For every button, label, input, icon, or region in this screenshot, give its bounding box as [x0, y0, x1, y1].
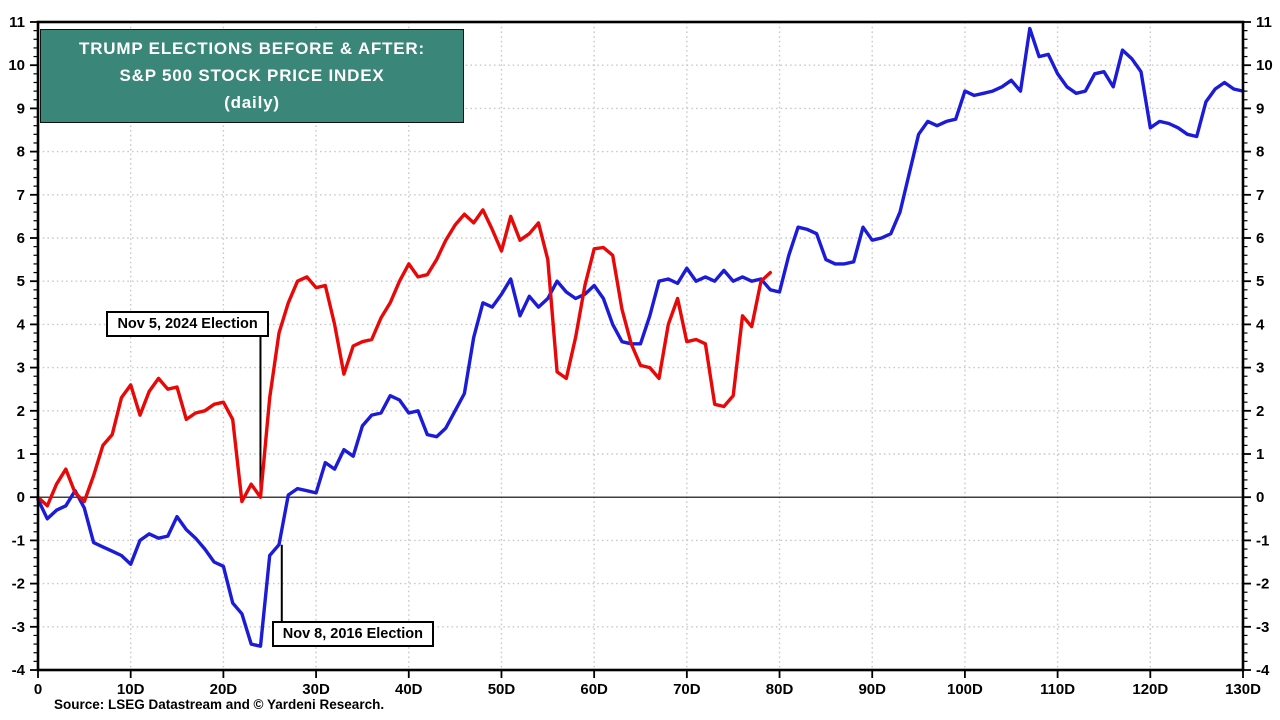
svg-text:-3: -3	[1256, 619, 1269, 636]
svg-text:10: 10	[1256, 57, 1273, 74]
svg-text:1: 1	[17, 446, 25, 463]
svg-text:2: 2	[17, 403, 25, 420]
svg-text:2: 2	[1256, 403, 1264, 420]
svg-text:10: 10	[8, 57, 25, 74]
svg-text:9: 9	[17, 100, 25, 117]
svg-text:60D: 60D	[580, 681, 608, 698]
svg-text:1: 1	[1256, 446, 1264, 463]
svg-text:90D: 90D	[858, 681, 886, 698]
svg-text:7: 7	[1256, 187, 1264, 204]
svg-text:50D: 50D	[488, 681, 516, 698]
gridlines	[38, 22, 1243, 670]
svg-text:-1: -1	[1256, 532, 1269, 549]
axis-ticks	[30, 21, 1251, 678]
chart-title-line2: S&P 500 STOCK PRICE INDEX	[119, 66, 385, 85]
annotation-2016-election: Nov 8, 2016 Election	[271, 621, 434, 648]
svg-text:130D: 130D	[1225, 681, 1261, 698]
svg-text:-4: -4	[1256, 662, 1270, 679]
svg-text:110D: 110D	[1040, 681, 1075, 698]
svg-text:0: 0	[1256, 489, 1264, 506]
svg-text:-3: -3	[12, 619, 25, 636]
svg-text:0: 0	[17, 489, 25, 506]
axis-tick-labels: -4 -4-3 -3-2 -2-1 -10 01 12 23 34 45 56 67 78 89 910 10…	[8, 14, 1272, 698]
svg-text:3: 3	[1256, 360, 1264, 377]
svg-text:6: 6	[17, 230, 25, 247]
svg-text:3: 3	[17, 360, 25, 377]
svg-text:4: 4	[17, 316, 26, 333]
plot-frame	[36, 20, 1245, 672]
svg-text:120D: 120D	[1132, 681, 1168, 698]
svg-text:9: 9	[1256, 100, 1264, 117]
source-note: Source: LSEG Datastream and © Yardeni Re…	[54, 697, 385, 712]
svg-text:80D: 80D	[766, 681, 794, 698]
svg-text:11: 11	[1256, 14, 1272, 31]
chart-title-line3: (daily)	[224, 93, 280, 112]
svg-text:4: 4	[1256, 316, 1265, 333]
svg-text:100D: 100D	[947, 681, 983, 698]
svg-text:40D: 40D	[395, 681, 423, 698]
svg-text:8: 8	[1256, 144, 1264, 161]
svg-text:6: 6	[1256, 230, 1264, 247]
svg-text:-2: -2	[12, 576, 25, 593]
svg-text:20D: 20D	[210, 681, 238, 698]
annotation-lines	[259, 336, 283, 622]
svg-text:10D: 10D	[117, 681, 145, 698]
svg-text:5: 5	[1256, 273, 1264, 290]
chart-title-box: TRUMP ELECTIONS BEFORE & AFTER: S&P 500 …	[40, 29, 464, 123]
svg-text:5: 5	[17, 273, 25, 290]
data-series-lines	[36, 26, 1245, 648]
chart-title-line1: TRUMP ELECTIONS BEFORE & AFTER:	[79, 39, 425, 58]
svg-text:30D: 30D	[302, 681, 330, 698]
svg-text:11: 11	[9, 14, 25, 31]
svg-text:70D: 70D	[673, 681, 701, 698]
svg-text:-1: -1	[12, 532, 25, 549]
svg-text:8: 8	[17, 144, 25, 161]
svg-text:-2: -2	[1256, 576, 1269, 593]
svg-text:0: 0	[34, 681, 42, 698]
annotation-2024-election: Nov 5, 2024 Election	[106, 311, 269, 338]
svg-text:7: 7	[17, 187, 25, 204]
svg-text:-4: -4	[12, 662, 26, 679]
